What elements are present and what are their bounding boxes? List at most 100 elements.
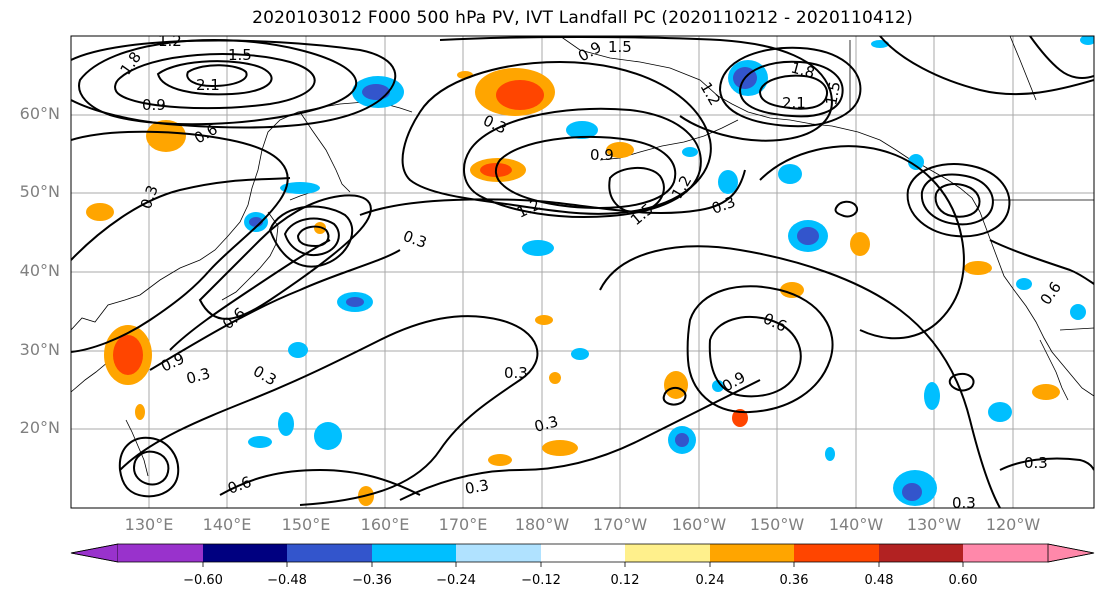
contour-label: 1.2 xyxy=(158,32,182,50)
colorbar-swatch xyxy=(287,544,372,562)
lon-label-180w: 180°W xyxy=(514,515,570,534)
contour-subtropical-0.3 xyxy=(119,315,539,506)
coastlines xyxy=(71,36,1094,477)
map-panel: 1.2 1.5 1.8 2.1 0.9 0.6 0.3 1.5 1.8 2.1 … xyxy=(71,32,1094,512)
coastline-philippines xyxy=(125,419,149,477)
contour-central-0.3 xyxy=(359,169,746,216)
pv-pos-18 xyxy=(535,315,553,325)
colorbar-tick-label: 0.48 xyxy=(864,573,894,588)
contour-label: 0.3 xyxy=(532,412,560,436)
lon-label-130e: 130°E xyxy=(124,515,174,534)
coastline-alaska-north xyxy=(559,36,833,127)
colorbar xyxy=(70,543,1095,567)
colorbar-swatch xyxy=(963,544,1048,562)
lon-label-150w: 150°W xyxy=(749,515,805,534)
pv-pos-10 xyxy=(664,371,688,399)
contour-high-nw-1 xyxy=(114,53,316,110)
contour-label: 2.1 xyxy=(196,76,220,94)
pv-neg-34 xyxy=(1080,36,1094,45)
lon-label-160e: 160°E xyxy=(360,515,410,534)
pv-neg-33 xyxy=(712,380,724,392)
contour-south-0.6 xyxy=(219,468,421,496)
pv-pos-14 xyxy=(1032,384,1060,400)
contour-japan-0.9 xyxy=(169,239,331,351)
lon-label-170w: 170°W xyxy=(592,515,648,534)
contour-japan-0.3 xyxy=(149,249,401,371)
contour-small-island xyxy=(948,372,975,392)
colorbar-swatch xyxy=(794,544,879,562)
pv-neg-17 xyxy=(280,182,320,194)
pv-pos-8 xyxy=(86,203,114,221)
map-frame xyxy=(70,35,1095,509)
contour-philippines-low xyxy=(118,436,180,498)
pv-pos-15 xyxy=(542,440,578,456)
border-us-mexico xyxy=(1059,327,1094,331)
colorbar-swatch xyxy=(710,544,794,562)
coastline-japan xyxy=(221,211,279,301)
colorbar-swatch xyxy=(372,544,456,562)
lat-label-40n: 40°N xyxy=(19,261,60,280)
pv-pos-13 xyxy=(964,261,992,275)
pv-neg-18 xyxy=(718,170,738,194)
contour-bc-low-outer xyxy=(906,163,1011,238)
contour-east-0.3 xyxy=(599,245,1001,508)
contour-small-2 xyxy=(662,387,687,406)
lon-label-130w: 130°W xyxy=(906,515,962,534)
pv-neg-23 xyxy=(288,342,308,358)
contour-pacific-1.5 xyxy=(608,167,665,214)
contour-japan-0.6-a xyxy=(198,194,372,320)
pv-pos-7 xyxy=(146,120,186,152)
lon-label-150e: 150°E xyxy=(281,515,331,534)
pv-pos-9 xyxy=(606,142,634,158)
pv-neg-22 xyxy=(248,436,272,448)
pv-neg-21 xyxy=(278,412,294,436)
contour-se-0.3 xyxy=(999,457,1094,471)
lat-label-20n: 20°N xyxy=(19,418,60,437)
pv-pos-2 xyxy=(496,80,544,110)
contour-small-kuril xyxy=(834,200,858,218)
contour-pacific-0.3-a xyxy=(401,60,712,215)
pv-neg-26 xyxy=(924,382,940,410)
contour-pacific-1.2 xyxy=(494,135,677,210)
border-canada xyxy=(1009,36,1037,101)
contour-label: 1.8 xyxy=(789,58,817,82)
coastline-asia xyxy=(71,101,413,331)
pv-neg-8 xyxy=(902,483,922,501)
colorbar-swatch xyxy=(118,544,203,562)
lon-label-170e: 170°E xyxy=(438,515,488,534)
pv-neg-31 xyxy=(682,147,698,157)
contour-pacific-0.9 xyxy=(463,107,702,219)
pv-neg-15 xyxy=(566,121,598,139)
pv-neg-24 xyxy=(571,348,589,360)
pv-neg-20 xyxy=(314,422,342,450)
pv-neg-27 xyxy=(1016,278,1032,290)
contour-label: 0.3 xyxy=(464,476,491,498)
colorbar-tick-label: −0.12 xyxy=(521,573,561,588)
colorbar-swatch xyxy=(541,544,625,562)
pv-neg-16 xyxy=(522,240,554,256)
colorbar-swatch xyxy=(879,544,963,562)
contour-kamchatka-low-1 xyxy=(283,217,340,256)
pv-pos-23 xyxy=(135,404,145,420)
contour-label: 0.3 xyxy=(184,364,212,388)
pv-pos-19 xyxy=(549,372,561,384)
colorbar-swatch xyxy=(203,544,287,562)
lon-label-120w: 120°W xyxy=(985,515,1041,534)
contour-bc-low-2 xyxy=(934,183,981,218)
pv-neg-30 xyxy=(908,154,924,170)
contour-hawaii-0.9 xyxy=(708,315,802,398)
pv-neg-10 xyxy=(346,297,364,307)
contour-nw-0.6 xyxy=(71,130,289,353)
colorbar-swatch-extend-low xyxy=(70,543,119,563)
colorbar-swatch-extend-high xyxy=(1047,543,1095,563)
contour-label: 0.9 xyxy=(590,146,614,164)
lon-label-160w: 160°W xyxy=(671,515,727,534)
contour-label: 0.3 xyxy=(952,494,976,512)
contour-hawaii-0.6 xyxy=(686,285,834,414)
contour-gulf-0.3 xyxy=(439,36,833,142)
colorbar-tick-label: −0.36 xyxy=(352,573,392,588)
contour-label: 0.3 xyxy=(1024,454,1048,472)
contour-label: 1.5 xyxy=(822,80,844,107)
lat-label-60n: 60°N xyxy=(19,104,60,123)
